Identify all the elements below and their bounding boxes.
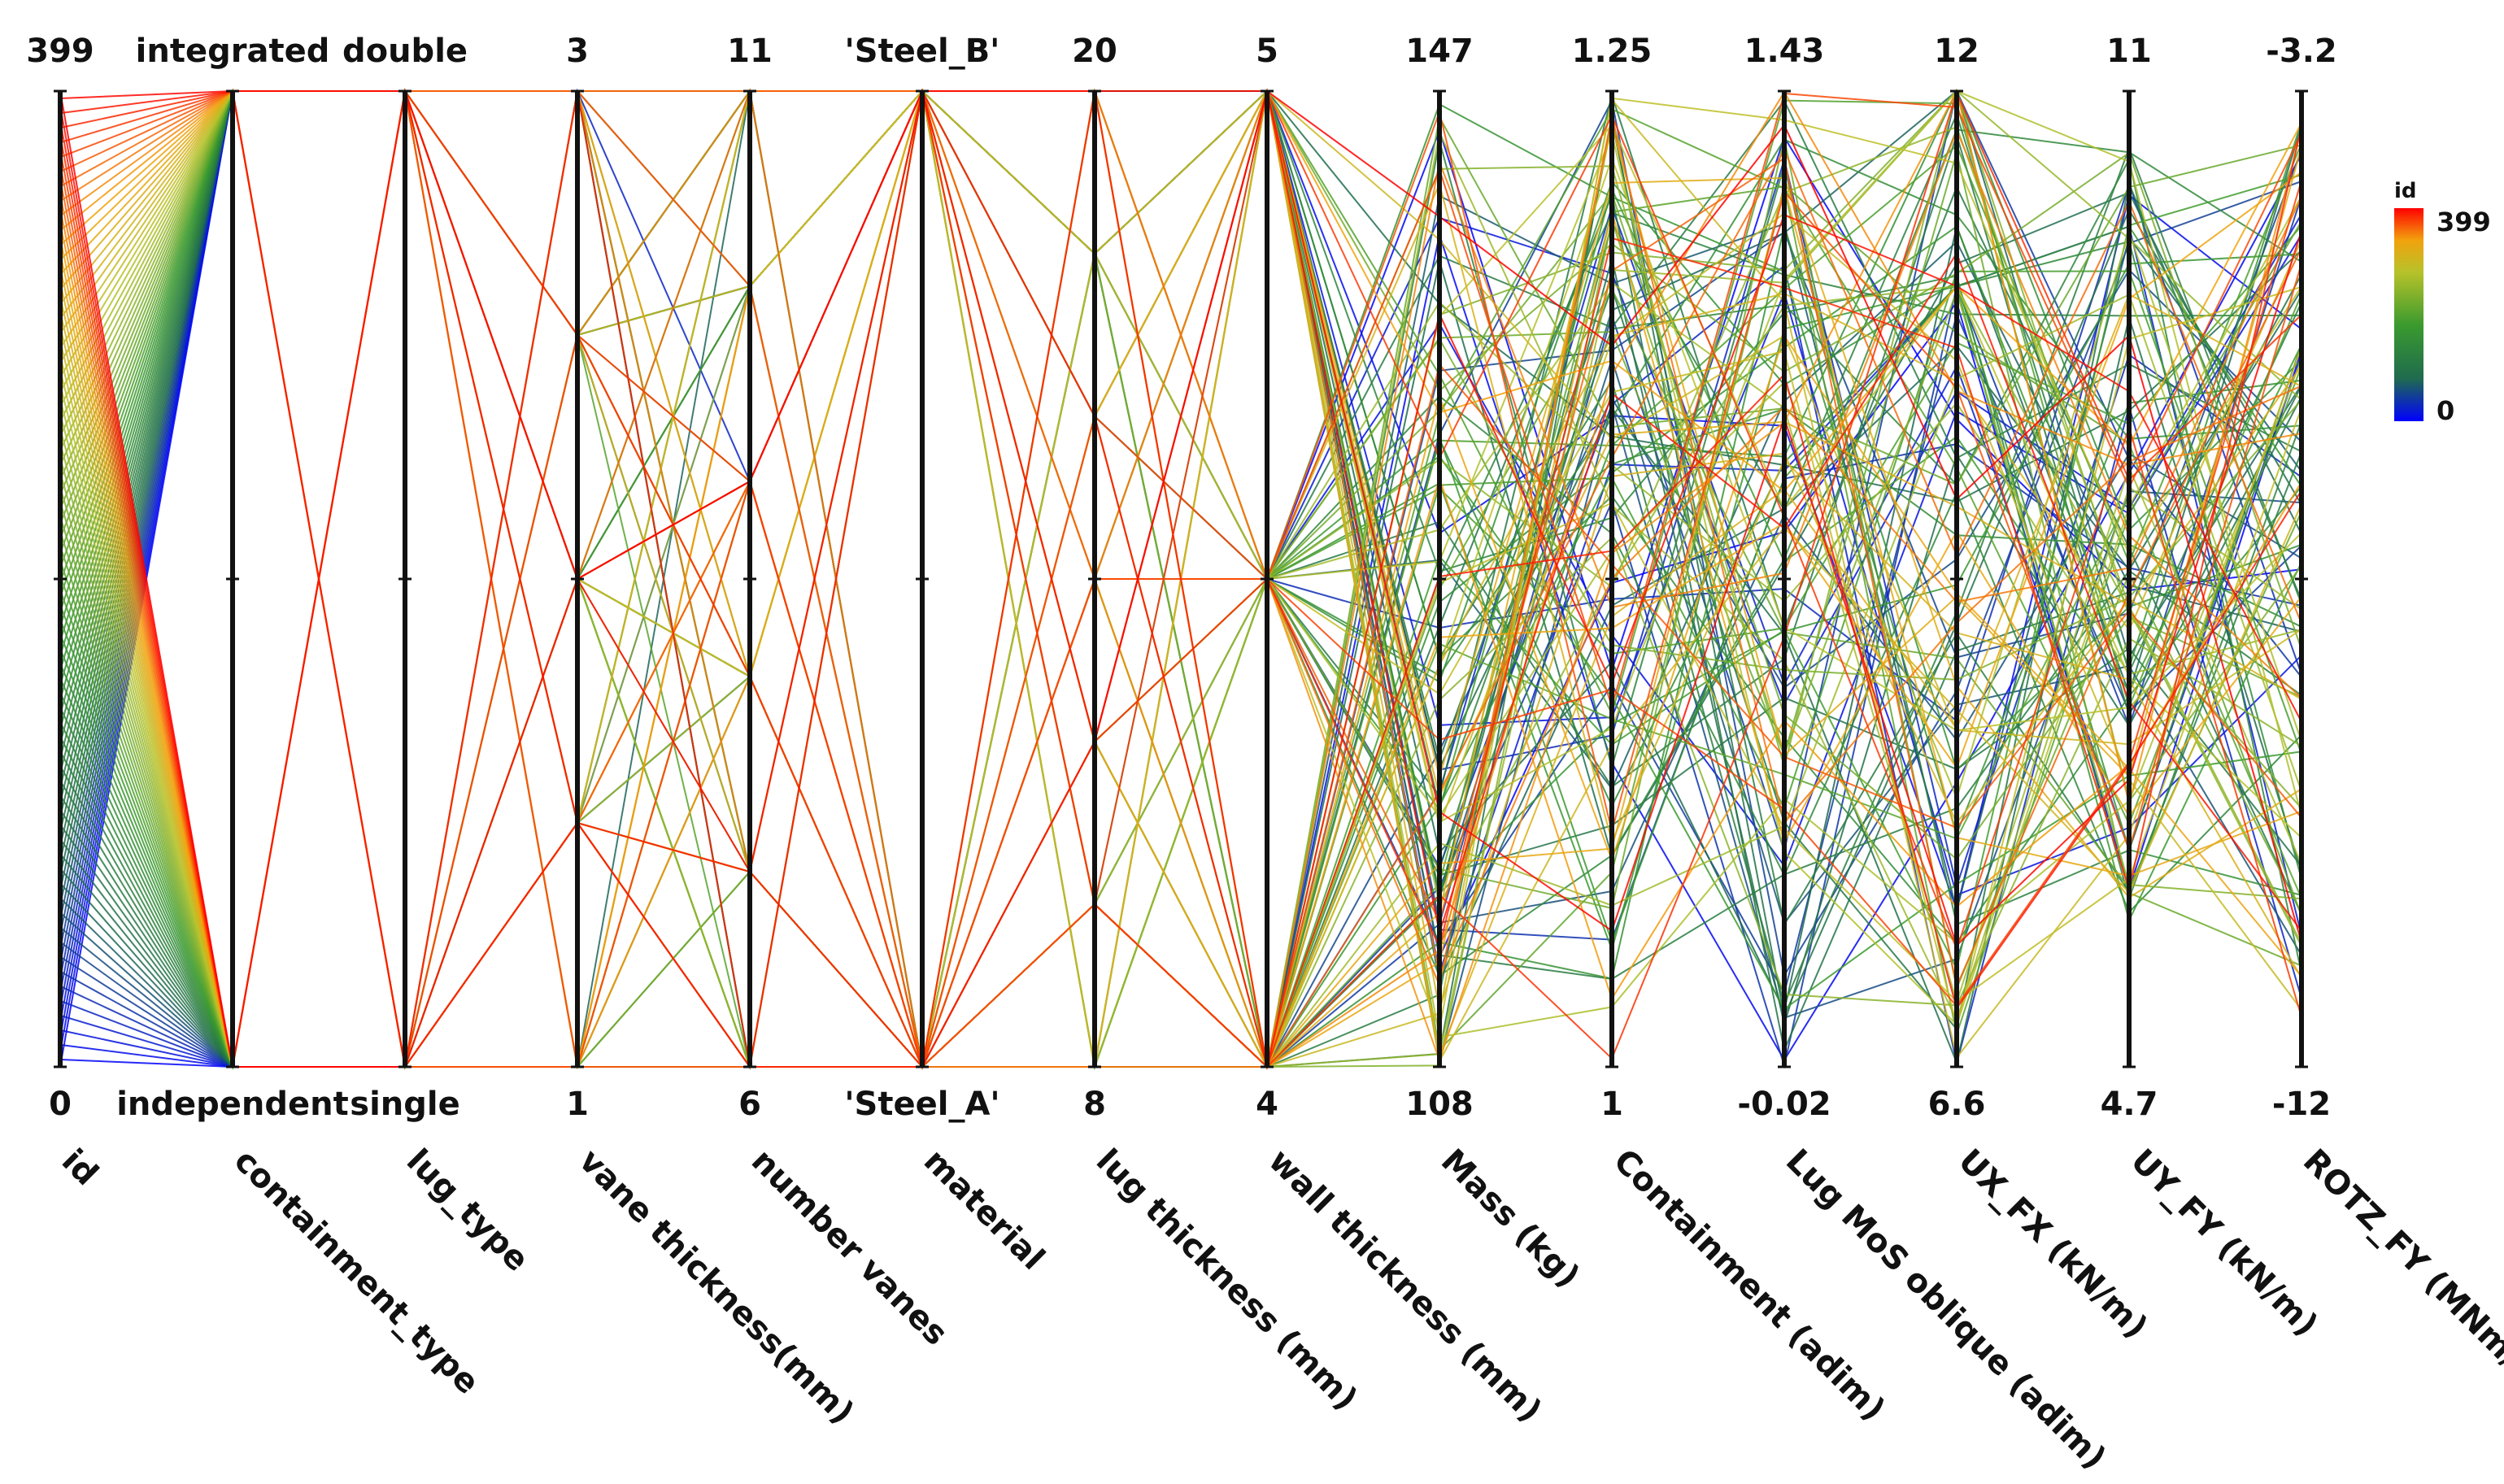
axis-bottom-label: 'Steel_A' [844,1086,999,1123]
axis-top-label: 1.43 [1744,33,1825,70]
data-line [59,89,2302,1038]
data-line [59,90,2302,947]
data-line [59,90,2302,1069]
axis-title: Mass (kg) [1434,1142,1587,1295]
data-line [59,88,2302,979]
axis-bottom-label: independent [116,1086,349,1123]
axis-bottom-label: single [350,1086,459,1123]
axis-title: id [54,1142,105,1193]
data-line [59,88,2302,1068]
axis-top-label: 11 [727,33,773,70]
axis-top-label: 11 [2106,33,2152,70]
axis-bottom-label: 6 [738,1086,761,1123]
axis-bottom-label: 8 [1083,1086,1106,1123]
axis-bottom-label: 6.6 [1928,1086,1986,1123]
axis-title: Lug MoS oblique (adim) [1779,1142,2113,1477]
axis-bottom-label: 1 [566,1086,589,1123]
axis-bottom-label: 4 [1256,1086,1278,1123]
data-line [59,88,2302,1069]
axis-top-label: 5 [1256,33,1278,70]
axis-bottom-label: 1 [1600,1086,1623,1123]
axis-top-label: 1.25 [1572,33,1653,70]
axes-layer: 3990idintegratedindependentcontainment_t… [26,33,2504,1477]
axis-bottom-label: -12 [2272,1086,2331,1123]
axis-bottom-label: 0 [49,1086,72,1123]
axis-top-label: 3 [566,33,589,70]
axis-title: wall thickness (mm) [1261,1142,1549,1430]
data-line [59,90,2302,1068]
colorbar: id 399 0 [2394,179,2491,426]
axis-title: Containment (adim) [1606,1142,1892,1429]
axis-title: UX_FX (kN/m) [1951,1142,2155,1347]
axis-bottom-label: -0.02 [1737,1086,1831,1123]
axis-top-label: 147 [1405,33,1474,70]
axis-title: vane thickness(mm) [572,1142,861,1432]
data-line [59,88,2302,1027]
axis-title: UY_FY (kN/m) [2123,1142,2325,1344]
axis-top-label: 12 [1934,33,1979,70]
colorbar-max-label: 399 [2437,207,2491,237]
axis-title: material [917,1142,1052,1277]
data-line [59,90,2302,1070]
axis-top-label: double [342,33,468,70]
axis-bottom-label: 4.7 [2101,1086,2158,1123]
axis-top-label: 20 [1072,33,1117,70]
colorbar-min-label: 0 [2437,395,2454,426]
axis-top-label: 'Steel_B' [845,33,1000,70]
axis-top-label: 399 [26,33,94,70]
colorbar-title: id [2394,179,2417,203]
axis-top-label: -3.2 [2266,33,2336,70]
polyline-layer [59,88,2302,1070]
colorbar-gradient [2394,208,2423,421]
axis-bottom-label: 108 [1405,1086,1474,1123]
axis-top-label: integrated [136,33,330,70]
axis-title: ROTZ_FY (MNm/m) [2296,1142,2504,1410]
axis-title: lug_type [399,1142,536,1279]
